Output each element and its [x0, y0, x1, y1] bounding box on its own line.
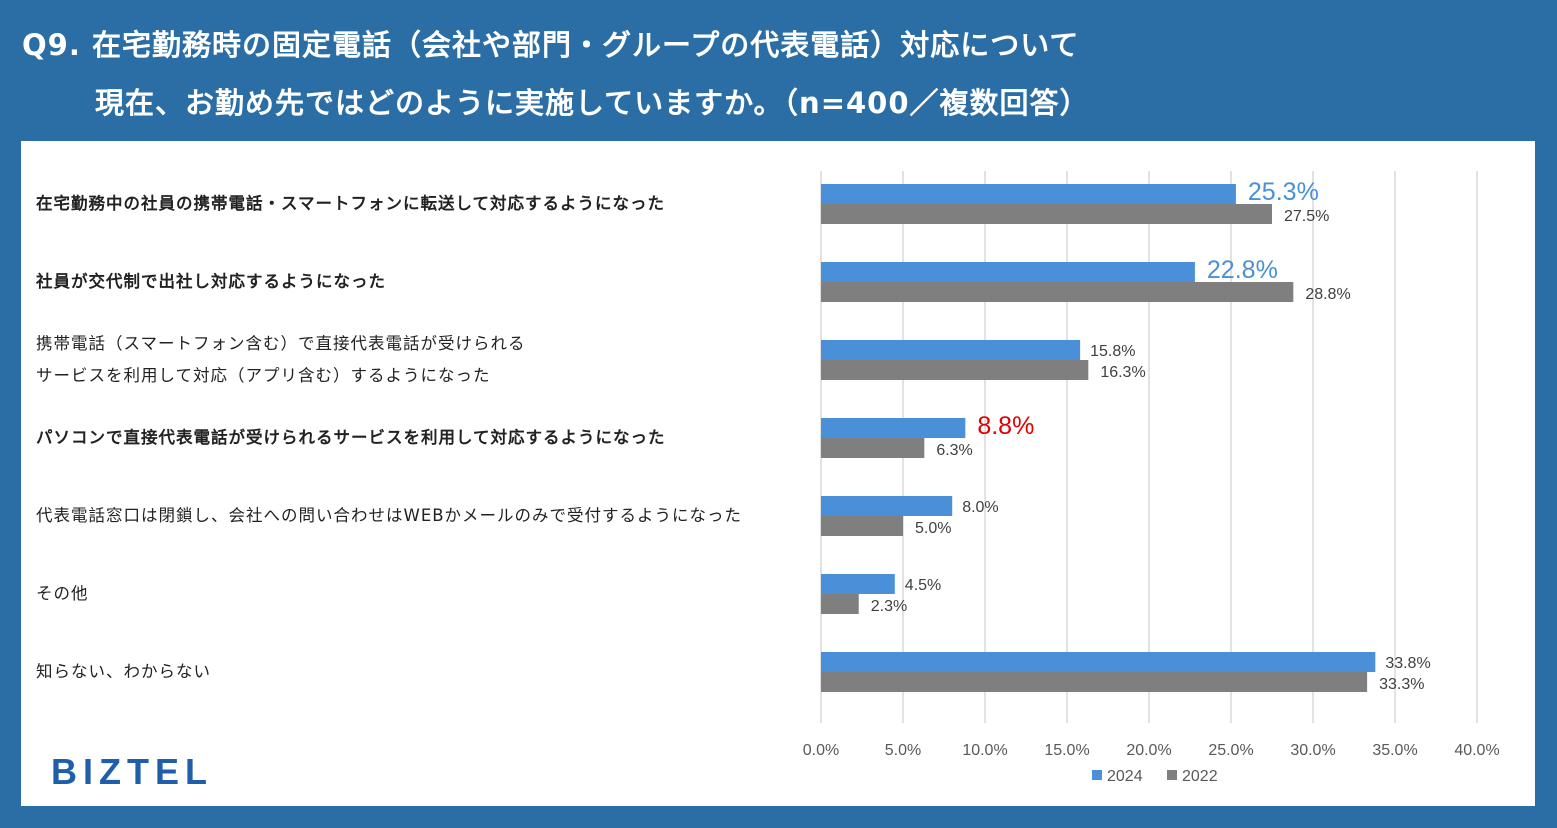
category-label-line: パソコンで直接代表電話が受けられるサービスを利用して対応するようになった — [36, 428, 666, 447]
bar-2024 — [821, 262, 1195, 282]
chart-panel: 在宅勤務中の社員の携帯電話・スマートフォンに転送して対応するようになった 社員が交… — [21, 141, 1535, 806]
category-label-line: 携帯電話（スマートフォン含む）で直接代表電話が受けられる — [36, 334, 526, 353]
x-tick-label: 15.0% — [1044, 742, 1089, 759]
bar-2022 — [821, 360, 1089, 380]
bar-2024 — [821, 340, 1081, 360]
data-label-2022: 2.3% — [871, 598, 907, 615]
legend-swatch-2022 — [1167, 770, 1177, 780]
category-label: 知らない、わからない — [36, 656, 211, 688]
data-label-2022: 6.3% — [936, 442, 972, 459]
category-label: 在宅勤務中の社員の携帯電話・スマートフォンに転送して対応するようになった — [36, 188, 665, 220]
x-tick-label: 10.0% — [962, 742, 1007, 759]
category-label: 社員が交代制で出社し対応するようになった — [36, 266, 386, 298]
data-label-2022: 27.5% — [1284, 208, 1329, 225]
bar-2022 — [821, 438, 925, 458]
data-label-2022: 16.3% — [1100, 364, 1145, 381]
bar-2022 — [821, 282, 1294, 302]
data-label-2024: 8.0% — [962, 499, 998, 516]
data-label-2024: 22.8% — [1207, 256, 1278, 284]
x-tick-label: 25.0% — [1208, 742, 1253, 759]
data-label-2022: 5.0% — [915, 520, 951, 537]
category-label: パソコンで直接代表電話が受けられるサービスを利用して対応するようになった — [36, 422, 666, 454]
category-label-line: 在宅勤務中の社員の携帯電話・スマートフォンに転送して対応するようになった — [36, 194, 666, 213]
x-tick-label: 5.0% — [885, 742, 921, 759]
data-label-2024: 15.8% — [1090, 343, 1135, 360]
legend-label-2022: 2022 — [1182, 768, 1218, 785]
bar-2022 — [821, 516, 903, 536]
data-label-2022: 28.8% — [1305, 286, 1350, 303]
bar-2024 — [821, 496, 953, 516]
x-tick-label: 20.0% — [1126, 742, 1171, 759]
data-label-2024: 25.3% — [1248, 178, 1319, 206]
x-tick-label: 30.0% — [1290, 742, 1335, 759]
x-tick-label: 0.0% — [803, 742, 839, 759]
bar-2024 — [821, 574, 895, 594]
chart-title-line-1: Q9. 在宅勤務時の固定電話（会社や部門・グループの代表電話）対応について — [22, 28, 1080, 62]
data-label-2024: 33.8% — [1385, 655, 1430, 672]
bar-chart: 0.0% 5.0% 10.0% 15.0% 20.0% 25.0% 30.0% 35.0% 40… — [803, 171, 1500, 785]
category-label-line: 代表電話窓口は閉鎖し、会社への問い合わせはWEBかメールのみで受付するようになっ… — [36, 506, 743, 525]
category-label-line: 知らない、わからない — [36, 662, 211, 681]
chart-title-line-2: 現在、お勤め先ではどのように実施していますか。（n=400／複数回答） — [95, 86, 1090, 120]
category-label-line: その他 — [36, 584, 89, 603]
legend-swatch-2024 — [1092, 770, 1102, 780]
bar-2024 — [821, 652, 1376, 672]
bar-2022 — [821, 594, 859, 614]
bar-2024 — [821, 184, 1236, 204]
x-tick-label: 35.0% — [1372, 742, 1417, 759]
category-label: 代表電話窓口は閉鎖し、会社への問い合わせはWEBかメールのみで受付するようになっ… — [36, 500, 742, 532]
biztel-logo: BIZTEL — [51, 751, 213, 792]
bar-2022 — [821, 672, 1368, 692]
data-label-2024: 8.8% — [977, 412, 1034, 440]
data-label-2022: 33.3% — [1379, 676, 1424, 693]
data-label-2024: 4.5% — [905, 577, 941, 594]
category-label: 携帯電話（スマートフォン含む）で直接代表電話が受けられる サービスを利用して対応（… — [36, 328, 526, 392]
category-label-line: 社員が交代制で出社し対応するようになった — [36, 272, 386, 291]
legend-label-2024: 2024 — [1107, 768, 1143, 785]
category-label: その他 — [36, 578, 89, 610]
bar-2024 — [821, 418, 966, 438]
bar-2022 — [821, 204, 1272, 224]
x-tick-label: 40.0% — [1454, 742, 1499, 759]
category-label-line: サービスを利用して対応（アプリ含む）するようになった — [36, 366, 491, 385]
